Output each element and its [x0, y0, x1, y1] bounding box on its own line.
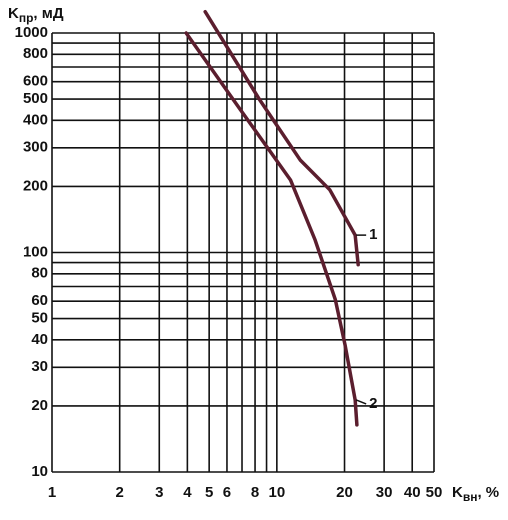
x-tick-label: 2 [116, 484, 124, 501]
x-tick-label: 3 [155, 484, 163, 501]
line-series [203, 9, 360, 267]
y-tick-label: 10 [31, 463, 48, 480]
line-series [184, 31, 359, 427]
y-axis-label: Kпр, мД [8, 5, 64, 25]
y-tick-label: 20 [31, 397, 48, 414]
x-tick-label: 30 [376, 484, 393, 501]
x-tick-label: 10 [268, 484, 285, 501]
x-axis-label: Kвн, % [452, 484, 499, 504]
y-tick-label: 50 [31, 310, 48, 327]
y-tick-label: 600 [23, 73, 48, 90]
y-tick-label: 400 [23, 111, 48, 128]
y-label-symbol: K [8, 5, 19, 22]
x-label-unit: , % [477, 484, 499, 501]
x-tick-label: 6 [223, 484, 231, 501]
y-tick-label: 800 [23, 45, 48, 62]
y-label-unit: , мД [33, 5, 63, 22]
x-tick-label: 5 [205, 484, 213, 501]
y-tick-label: 60 [31, 292, 48, 309]
y-label-subscript: пр [19, 11, 34, 25]
x-tick-label: 20 [336, 484, 353, 501]
series-label: 1 [369, 226, 377, 243]
y-tick-label: 300 [23, 139, 48, 156]
x-tick-label: 1 [48, 484, 56, 501]
x-tick-label: 8 [251, 484, 259, 501]
label-leader [355, 399, 367, 405]
y-tick-label: 80 [31, 265, 48, 282]
y-tick-label: 40 [31, 331, 48, 348]
y-tick-label: 200 [23, 177, 48, 194]
series-label: 2 [369, 395, 377, 412]
x-label-symbol: K [452, 484, 463, 501]
y-tick-label: 1000 [15, 24, 48, 41]
x-label-subscript: вн [463, 490, 478, 504]
y-tick-label: 500 [23, 90, 48, 107]
x-tick-label: 40 [404, 484, 421, 501]
y-tick-label: 100 [23, 243, 48, 260]
y-tick-label: 30 [31, 358, 48, 375]
x-tick-label: 50 [426, 484, 443, 501]
x-tick-label: 4 [183, 484, 192, 501]
